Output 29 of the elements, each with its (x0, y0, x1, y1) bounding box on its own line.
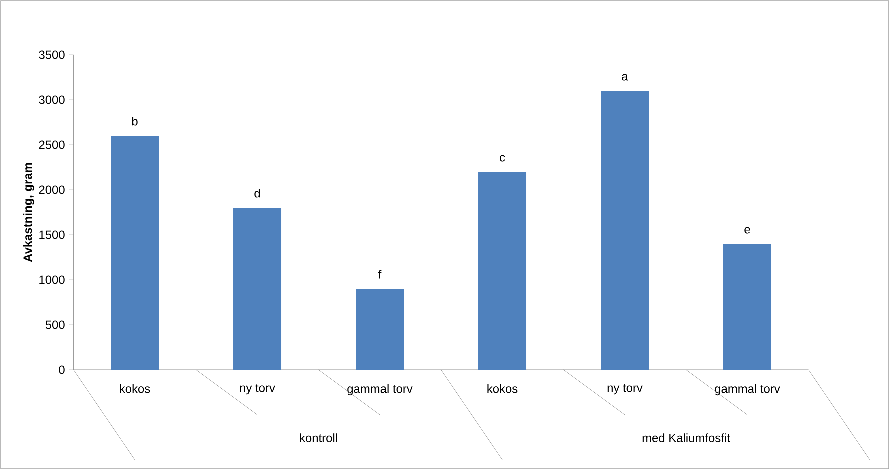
y-tick-label: 3000 (39, 96, 65, 104)
x-tick-label: kokos (488, 384, 518, 394)
y-tick-label: 3500 (39, 50, 65, 60)
y-tick-label: 2000 (39, 186, 65, 194)
text: kontroll (300, 434, 338, 442)
y-tick-label: 1500 (40, 230, 65, 240)
y-axis-title: Avkastning, gram (23, 163, 35, 262)
y-tick-label: 500 (46, 320, 65, 330)
bar (234, 208, 282, 370)
x-tick-label: gammal torv (348, 384, 413, 396)
text: med Kaliumfosfit (642, 434, 730, 442)
bar (478, 172, 527, 370)
bar (724, 244, 772, 370)
bar (111, 136, 160, 370)
y-tick-label: 2500 (39, 140, 65, 150)
data-label: c (500, 155, 506, 162)
y-tick-label: 0 (59, 366, 65, 374)
data-label: b (132, 117, 138, 126)
bar (356, 288, 404, 370)
data-label: e (744, 227, 750, 234)
x-tick-label: gammal torv (715, 384, 780, 396)
x-tick-label: ny torv (608, 384, 643, 395)
y-tick-label: 1000 (40, 276, 65, 284)
x-tick-label: ny torv (240, 384, 276, 395)
bar (601, 90, 650, 370)
x-tick-label: kokos (120, 384, 150, 394)
data-label: a (622, 74, 628, 81)
data-label: d (254, 189, 260, 198)
data-label: f (378, 270, 382, 279)
